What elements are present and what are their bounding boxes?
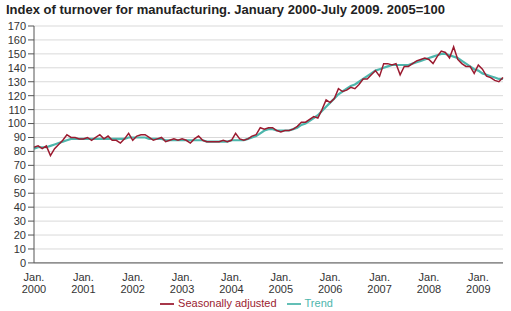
svg-text:Jan.2003: Jan.2003	[170, 271, 194, 295]
svg-text:140: 140	[8, 62, 26, 74]
svg-text:130: 130	[8, 76, 26, 88]
svg-text:Jan.2007: Jan.2007	[367, 271, 391, 295]
svg-text:60: 60	[14, 173, 26, 185]
svg-text:0: 0	[20, 257, 26, 269]
svg-text:50: 50	[14, 187, 26, 199]
svg-text:30: 30	[14, 215, 26, 227]
svg-text:80: 80	[14, 145, 26, 157]
svg-text:Jan.2009: Jan.2009	[466, 271, 490, 295]
svg-text:Jan.2006: Jan.2006	[318, 271, 342, 295]
svg-text:20: 20	[14, 229, 26, 241]
svg-text:Jan.2005: Jan.2005	[269, 271, 293, 295]
svg-text:Jan.2004: Jan.2004	[219, 271, 243, 295]
svg-text:160: 160	[8, 34, 26, 46]
svg-text:Jan.2000: Jan.2000	[22, 271, 46, 295]
svg-text:100: 100	[8, 117, 26, 129]
html-text:Index of turnover for manufact: Index of turnover for manufacturing. Jan…	[6, 2, 445, 17]
svg-text:120: 120	[8, 90, 26, 102]
svg-text:90: 90	[14, 131, 26, 143]
svg-text:10: 10	[14, 243, 26, 255]
svg-text:40: 40	[14, 201, 26, 213]
svg-text:Jan.2008: Jan.2008	[417, 271, 441, 295]
svg-text:70: 70	[14, 159, 26, 171]
svg-text:110: 110	[8, 104, 26, 116]
svg-text:Jan.2002: Jan.2002	[120, 271, 144, 295]
html-text:Trend: Trend	[304, 296, 333, 309]
svg-text:Jan.2001: Jan.2001	[71, 271, 95, 295]
svg-text:170: 170	[8, 20, 26, 32]
html-text:Seasonally adjusted: Seasonally adjusted	[178, 296, 277, 309]
svg-text:150: 150	[8, 48, 26, 60]
